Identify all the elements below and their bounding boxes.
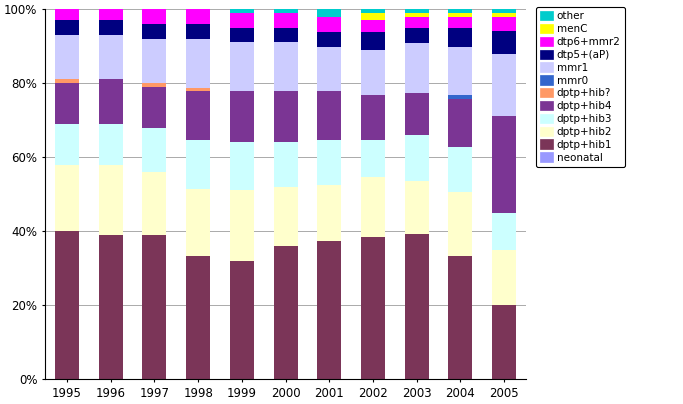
Bar <box>448 28 473 46</box>
Bar <box>99 164 123 235</box>
Bar <box>229 142 254 190</box>
Bar <box>99 20 123 35</box>
Bar <box>317 9 342 17</box>
Bar <box>55 164 79 231</box>
Bar <box>143 172 167 235</box>
Bar <box>99 124 123 164</box>
Bar <box>143 235 167 379</box>
Bar <box>99 80 123 124</box>
Bar <box>361 177 385 237</box>
Bar <box>55 35 79 80</box>
Bar <box>492 305 516 379</box>
Bar <box>361 95 385 140</box>
Bar <box>99 235 123 379</box>
Bar <box>361 13 385 20</box>
Bar <box>492 17 516 32</box>
Bar <box>229 27 254 42</box>
Bar <box>143 128 167 172</box>
Bar <box>404 234 429 379</box>
Bar <box>186 91 210 140</box>
Bar <box>404 17 429 28</box>
Legend: other, menC, dtp6+mmr2, dtp5+(aP), mmr1, mmr0, dptp+hib?, dptp+hib4, dptp+hib3, : other, menC, dtp6+mmr2, dtp5+(aP), mmr1,… <box>536 7 625 167</box>
Bar <box>99 35 123 80</box>
Bar <box>317 32 342 46</box>
Bar <box>361 50 385 95</box>
Bar <box>273 246 298 379</box>
Bar <box>448 95 473 99</box>
Bar <box>273 90 298 142</box>
Bar <box>317 241 342 379</box>
Bar <box>317 17 342 32</box>
Bar <box>229 261 254 379</box>
Bar <box>361 20 385 32</box>
Bar <box>229 190 254 261</box>
Bar <box>273 142 298 187</box>
Bar <box>448 99 473 147</box>
Bar <box>492 116 516 213</box>
Bar <box>55 9 79 20</box>
Bar <box>404 181 429 234</box>
Bar <box>492 13 516 17</box>
Bar <box>143 24 167 39</box>
Bar <box>492 54 516 116</box>
Bar <box>273 9 298 13</box>
Bar <box>273 42 298 90</box>
Bar <box>404 13 429 17</box>
Bar <box>404 9 429 13</box>
Bar <box>273 27 298 42</box>
Bar <box>317 140 342 185</box>
Bar <box>143 87 167 128</box>
Bar <box>492 32 516 54</box>
Bar <box>143 83 167 87</box>
Bar <box>361 140 385 177</box>
Bar <box>317 91 342 140</box>
Bar <box>448 9 473 13</box>
Bar <box>448 17 473 28</box>
Bar <box>492 9 516 13</box>
Bar <box>186 140 210 189</box>
Bar <box>55 20 79 35</box>
Bar <box>273 13 298 27</box>
Bar <box>143 9 167 24</box>
Bar <box>448 13 473 17</box>
Bar <box>55 83 79 124</box>
Bar <box>55 231 79 379</box>
Bar <box>448 46 473 95</box>
Bar <box>317 185 342 241</box>
Bar <box>404 135 429 181</box>
Bar <box>361 9 385 13</box>
Bar <box>99 9 123 20</box>
Bar <box>186 256 210 379</box>
Bar <box>448 256 473 379</box>
Bar <box>361 32 385 50</box>
Bar <box>448 147 473 192</box>
Bar <box>404 93 429 135</box>
Bar <box>186 39 210 88</box>
Bar <box>492 213 516 250</box>
Bar <box>229 9 254 13</box>
Bar <box>492 250 516 305</box>
Bar <box>55 80 79 83</box>
Bar <box>229 13 254 27</box>
Bar <box>186 24 210 39</box>
Bar <box>143 39 167 83</box>
Bar <box>229 42 254 90</box>
Bar <box>273 187 298 246</box>
Bar <box>55 124 79 164</box>
Bar <box>404 28 429 44</box>
Bar <box>404 44 429 93</box>
Bar <box>361 237 385 379</box>
Bar <box>186 9 210 24</box>
Bar <box>186 189 210 256</box>
Bar <box>229 90 254 142</box>
Bar <box>317 46 342 91</box>
Bar <box>186 88 210 91</box>
Bar <box>448 192 473 256</box>
